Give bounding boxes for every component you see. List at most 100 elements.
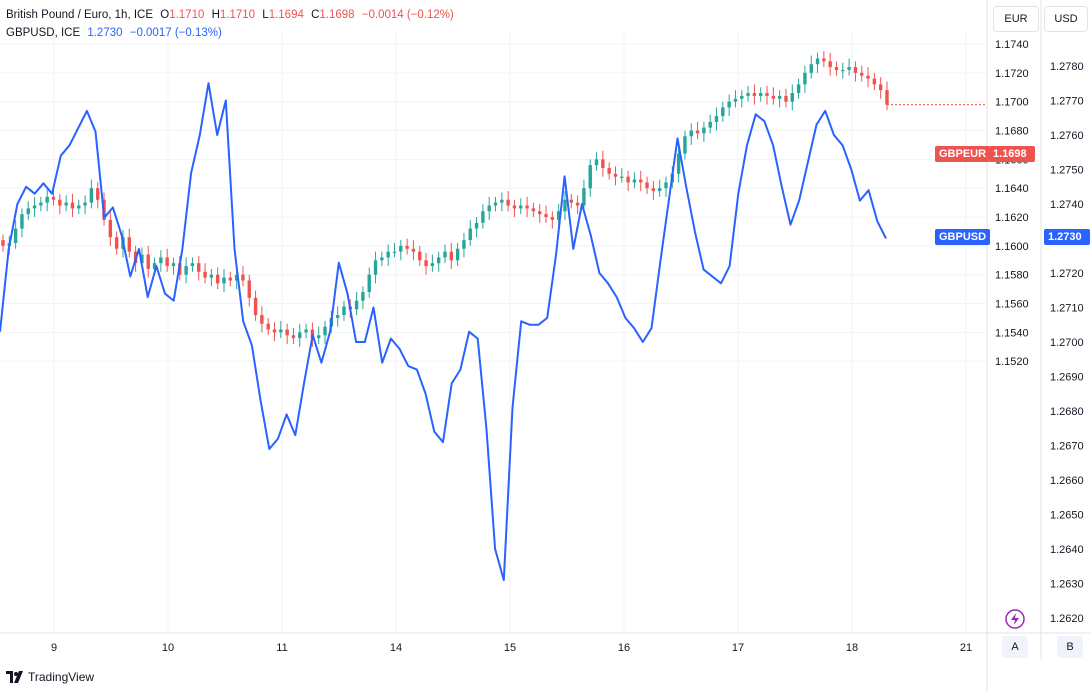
- candle-body: [77, 205, 81, 209]
- legend-gbpeur: British Pound / Euro, 1h, ICE O1.1710 H1…: [6, 9, 458, 21]
- y-left-tick-label: 1.1700: [995, 97, 1029, 109]
- y-right-tick-label: 1.2640: [1050, 544, 1084, 556]
- legend-gbpusd-change: −0.0017 (−0.13%): [129, 27, 222, 39]
- candle-body: [708, 121, 712, 128]
- candle-body: [83, 202, 87, 206]
- legend-high-value: 1.1710: [219, 9, 256, 21]
- candle-body: [733, 98, 738, 102]
- candle-body: [171, 263, 176, 267]
- candle-body: [847, 67, 851, 70]
- y-right-tick-label: 1.2650: [1050, 510, 1084, 522]
- legend-gbpeur-name: British Pound / Euro, 1h, ICE: [6, 9, 154, 21]
- candle-body: [197, 263, 201, 272]
- candle-body: [222, 277, 226, 284]
- candle-body: [872, 78, 877, 85]
- candle-body: [462, 240, 466, 249]
- footer-brand[interactable]: TradingView: [6, 670, 94, 684]
- candle-body: [550, 217, 555, 220]
- candle-body: [474, 222, 479, 229]
- candle-body: [582, 188, 586, 206]
- x-tick-label: 18: [846, 642, 858, 654]
- y-left-tick-label: 1.1740: [995, 39, 1029, 51]
- candle-body: [310, 329, 315, 339]
- candle-body: [45, 196, 49, 203]
- candle-body: [544, 214, 548, 218]
- legend-gbpeur-change: −0.0014 (−0.12%): [361, 9, 454, 21]
- candle-body: [569, 199, 573, 203]
- y-left-tick-label: 1.1640: [995, 183, 1029, 195]
- candle-body: [702, 127, 706, 134]
- candle-body: [759, 93, 763, 96]
- candle-body: [455, 248, 460, 261]
- candle-body: [386, 251, 390, 258]
- candle-body: [481, 211, 485, 223]
- y-right-tick-label: 1.2660: [1050, 475, 1084, 487]
- gbpusd-price-label: 1.2730: [1044, 229, 1090, 245]
- candle-body: [443, 251, 447, 258]
- candle-body: [260, 315, 264, 324]
- candle-body: [500, 199, 504, 203]
- candle-body: [152, 263, 157, 269]
- candle-body: [266, 323, 270, 330]
- candle-body: [392, 251, 397, 253]
- auto-scale-button[interactable]: A: [1002, 636, 1028, 658]
- legend-gbpusd-name: GBPUSD, ICE: [6, 27, 81, 39]
- candle-body: [556, 211, 561, 220]
- candle-body: [525, 205, 529, 209]
- candle-body: [866, 75, 870, 79]
- eur-scale-button[interactable]: EUR: [993, 6, 1039, 32]
- candle-body: [740, 95, 744, 99]
- candle-body: [127, 237, 131, 252]
- candle-body: [291, 335, 296, 339]
- x-tick-label: 17: [732, 642, 744, 654]
- lightning-icon[interactable]: [1004, 608, 1026, 630]
- candle-body: [519, 205, 523, 209]
- y-right-tick-label: 1.2680: [1050, 406, 1084, 418]
- candle-body: [531, 208, 536, 212]
- candle-body: [165, 257, 169, 267]
- candle-body: [190, 263, 195, 267]
- candle-body: [784, 95, 788, 102]
- candle-body: [695, 130, 700, 134]
- x-tick-label: 21: [960, 642, 972, 654]
- candle-body: [203, 271, 207, 278]
- candle-body: [645, 182, 649, 189]
- candle-body: [828, 61, 832, 68]
- gbpusd-line: [0, 82, 887, 582]
- candle-body: [13, 228, 18, 243]
- candle-body: [241, 274, 245, 281]
- candle-body: [58, 199, 62, 206]
- y-right-tick-label: 1.2690: [1050, 372, 1084, 384]
- candle-body: [215, 274, 220, 284]
- candle-body: [841, 69, 845, 72]
- candle-body: [538, 211, 542, 215]
- y-left-tick-label: 1.1580: [995, 270, 1029, 282]
- candle-body: [777, 95, 782, 99]
- candle-body: [588, 165, 592, 189]
- candle-body: [853, 67, 858, 73]
- candle-body: [803, 72, 807, 85]
- candle-body: [317, 335, 321, 339]
- candle-body: [626, 176, 630, 183]
- candle-body: [159, 257, 163, 264]
- candle-body: [613, 173, 618, 177]
- gbpeur-name-label: GBPEUR: [935, 146, 991, 162]
- candle-body: [354, 300, 359, 310]
- candle-body: [146, 254, 150, 269]
- y-left-tick-label: 1.1600: [995, 241, 1029, 253]
- candle-body: [796, 84, 801, 94]
- y-right-tick-label: 1.2670: [1050, 441, 1084, 453]
- usd-scale-button[interactable]: USD: [1044, 6, 1088, 32]
- y-left-tick-label: 1.1720: [995, 68, 1029, 80]
- b-scale-button[interactable]: B: [1057, 636, 1083, 658]
- candle-body: [418, 251, 422, 261]
- tradingview-brand-text: TradingView: [28, 670, 95, 684]
- y-right-tick-label: 1.2770: [1050, 96, 1084, 108]
- y-right-tick-label: 1.2630: [1050, 579, 1084, 591]
- candle-body: [834, 67, 839, 70]
- x-tick-label: 10: [162, 642, 174, 654]
- candle-body: [885, 90, 889, 105]
- candle-body: [809, 64, 813, 73]
- candle-body: [664, 182, 668, 189]
